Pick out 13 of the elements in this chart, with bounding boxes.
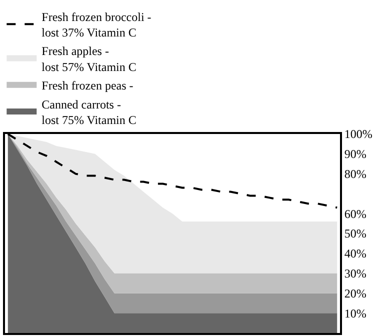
y-tick-label: 20% <box>344 286 366 300</box>
legend-label: Canned carrots - lost 75% Vitamin C <box>42 97 136 127</box>
legend-label: Fresh frozen peas - <box>42 78 134 93</box>
legend-label: Fresh frozen broccoli - lost 37% Vitamin C <box>42 10 152 40</box>
y-tick-label: 60% <box>344 206 366 221</box>
y-tick-label: 100% <box>344 127 372 142</box>
y-tick-label: 90% <box>344 147 366 162</box>
y-tick-label: 40% <box>344 246 366 261</box>
y-tick-label: 80% <box>344 167 366 181</box>
y-tick-label: 50% <box>344 226 366 241</box>
y-tick-label: 30% <box>344 266 366 280</box>
legend-label: Fresh apples - lost 57% Vitamin C <box>42 44 136 74</box>
y-tick-label: 10% <box>344 306 366 320</box>
